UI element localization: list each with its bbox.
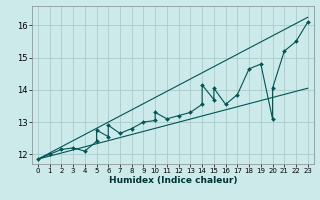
X-axis label: Humidex (Indice chaleur): Humidex (Indice chaleur)	[108, 176, 237, 185]
